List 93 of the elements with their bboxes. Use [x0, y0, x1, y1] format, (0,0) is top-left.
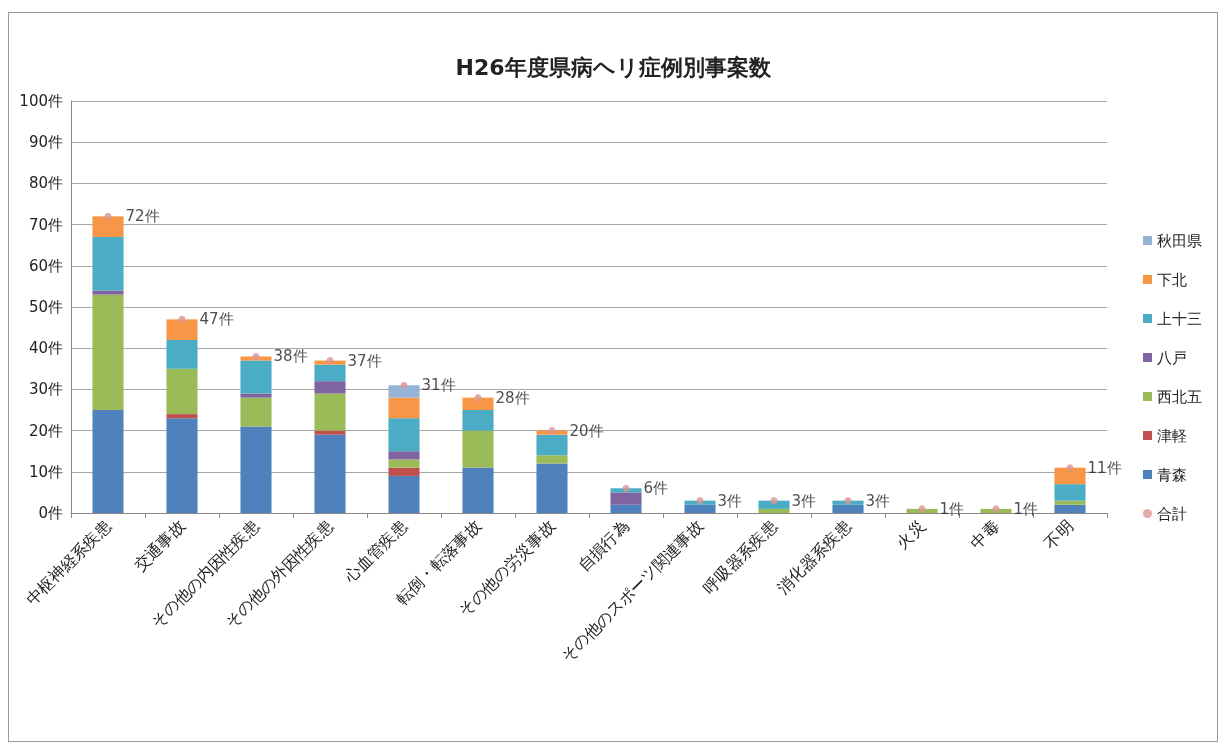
bar — [240, 397, 272, 427]
y-tick-label: 100件 — [19, 92, 63, 110]
bar — [240, 360, 272, 394]
bar — [462, 397, 494, 410]
legend-label: 八戸 — [1157, 348, 1187, 367]
y-tick-label: 30件 — [28, 380, 63, 399]
legend-label: 西北五 — [1157, 387, 1202, 406]
bar — [166, 319, 198, 340]
bar — [314, 434, 346, 513]
bar — [462, 467, 494, 513]
data-label: 11件 — [1087, 458, 1122, 477]
bar — [314, 430, 346, 435]
bar — [1054, 484, 1086, 501]
point — [696, 497, 704, 505]
bar — [462, 430, 494, 468]
bar — [92, 216, 124, 237]
bar — [1054, 504, 1086, 513]
bar — [388, 385, 420, 398]
x-tick-label: 交通事故 — [130, 516, 189, 575]
bar — [92, 294, 124, 410]
bar — [462, 410, 494, 431]
bar — [314, 364, 346, 382]
data-label: 20件 — [569, 421, 604, 440]
y-tick-label: 60件 — [28, 256, 63, 275]
y-tick-label: 40件 — [28, 339, 63, 358]
bar — [832, 504, 864, 513]
bar — [166, 339, 198, 369]
point — [1066, 464, 1074, 472]
y-tick-label: 20件 — [28, 421, 63, 440]
bar — [758, 500, 790, 509]
x-tick-label: 火災 — [892, 516, 929, 553]
point — [622, 484, 630, 492]
point — [326, 357, 334, 365]
data-label: 1件 — [939, 499, 965, 518]
bar — [536, 434, 568, 456]
y-tick-label: 10件 — [28, 462, 63, 481]
data-label: 3件 — [865, 491, 891, 510]
point — [104, 212, 112, 220]
y-tick-label: 70件 — [28, 215, 63, 234]
data-label: 1件 — [1013, 499, 1039, 518]
bar — [388, 467, 420, 476]
legend-label: 青森 — [1157, 465, 1187, 484]
x-tick-label: 自損行為 — [574, 516, 633, 575]
data-label: 47件 — [199, 310, 234, 329]
bar — [240, 426, 272, 513]
point — [844, 497, 852, 505]
bar — [684, 504, 716, 513]
bar — [388, 451, 420, 460]
bar — [166, 418, 198, 513]
point — [178, 315, 186, 323]
data-label: 31件 — [421, 376, 456, 395]
bar — [388, 459, 420, 468]
legend-label: 下北 — [1157, 270, 1187, 289]
legend-label: 秋田県 — [1157, 231, 1202, 250]
data-label: 72件 — [125, 207, 160, 226]
bar — [314, 381, 346, 394]
y-tick-label: 80件 — [28, 174, 63, 193]
data-label: 38件 — [273, 347, 308, 366]
bar — [166, 414, 198, 419]
bar — [610, 504, 642, 513]
x-tick-label: 中毒 — [966, 516, 1003, 553]
point — [474, 394, 482, 402]
x-tick-label: 不明 — [1040, 516, 1077, 553]
bar — [758, 508, 790, 513]
bar — [1054, 467, 1086, 485]
bar — [536, 463, 568, 513]
data-label: 6件 — [643, 479, 669, 498]
chart-title: H26年度県病ヘリ症例別事案数 — [455, 54, 772, 80]
bar — [92, 236, 124, 291]
bar — [92, 410, 124, 513]
point — [548, 427, 556, 435]
data-label: 3件 — [717, 491, 743, 510]
bar — [388, 397, 420, 419]
bar — [240, 393, 272, 398]
bar — [388, 475, 420, 513]
bar — [388, 418, 420, 452]
data-label: 37件 — [347, 351, 382, 370]
data-label: 28件 — [495, 388, 530, 407]
point — [252, 352, 260, 360]
bar — [166, 368, 198, 415]
bar — [92, 290, 124, 295]
legend-label: 上十三 — [1157, 309, 1202, 328]
bar — [610, 492, 642, 505]
legend-label: 合計 — [1157, 504, 1187, 523]
bar — [536, 455, 568, 464]
data-label: 3件 — [791, 491, 817, 510]
bar — [314, 393, 346, 431]
y-tick-label: 50件 — [28, 298, 63, 316]
y-tick-label: 0件 — [38, 504, 63, 522]
y-tick-label: 90件 — [28, 133, 63, 152]
bar — [1054, 500, 1086, 505]
point — [400, 381, 408, 389]
legend-label: 津軽 — [1157, 426, 1187, 445]
